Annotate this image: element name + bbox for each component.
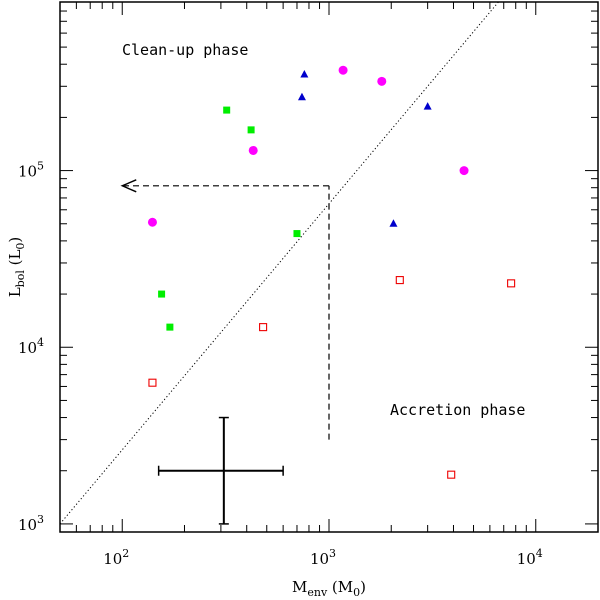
annotations: Clean-up phase Accretion phase — [122, 41, 525, 419]
blue-triangle-point — [389, 219, 398, 227]
red-open-square-point — [395, 276, 404, 285]
plot-frame — [59, 1, 599, 533]
blue-triangle-point — [297, 92, 306, 101]
accretion-phase-label: Accretion phase — [390, 401, 525, 419]
data-points — [147, 65, 516, 479]
axis-labels: Menv (M0) Lbol (L0) — [6, 237, 366, 599]
clean-up-phase-label: Clean-up phase — [122, 41, 248, 59]
green-square-point — [158, 290, 166, 298]
y-tick-label: 104 — [18, 336, 44, 357]
tick-labels: 102 103 104 103 104 105 — [18, 160, 543, 568]
blue-triangle-point — [300, 69, 309, 78]
x-tick-label: 104 — [517, 547, 543, 568]
blue-triangle-point — [423, 102, 432, 110]
magenta-circle-point — [248, 145, 258, 155]
x-tick-label: 102 — [103, 547, 129, 568]
red-open-square-point — [148, 378, 157, 387]
magenta-circle-point — [338, 65, 348, 75]
arrow-head-icon — [120, 179, 137, 193]
y-tick-label: 105 — [18, 160, 44, 181]
green-square-point — [293, 230, 301, 238]
red-open-square-point — [507, 279, 516, 288]
x-tick-label: 103 — [310, 547, 336, 568]
tick-marks — [59, 1, 599, 533]
green-square-point — [247, 126, 255, 134]
magenta-circle-point — [459, 166, 469, 176]
y-tick-label: 103 — [18, 513, 44, 534]
dotted-diagonal-line — [59, 1, 499, 525]
reference-lines — [59, 1, 499, 525]
red-open-square-point — [447, 470, 456, 479]
red-open-square-point — [259, 323, 268, 332]
green-square-point — [223, 106, 231, 114]
y-axis-label: Lbol (L0) — [6, 237, 27, 298]
magenta-circle-point — [377, 76, 387, 86]
magenta-circle-point — [147, 217, 157, 227]
x-axis-label: Menv (M0) — [292, 578, 366, 599]
green-square-point — [166, 323, 174, 331]
